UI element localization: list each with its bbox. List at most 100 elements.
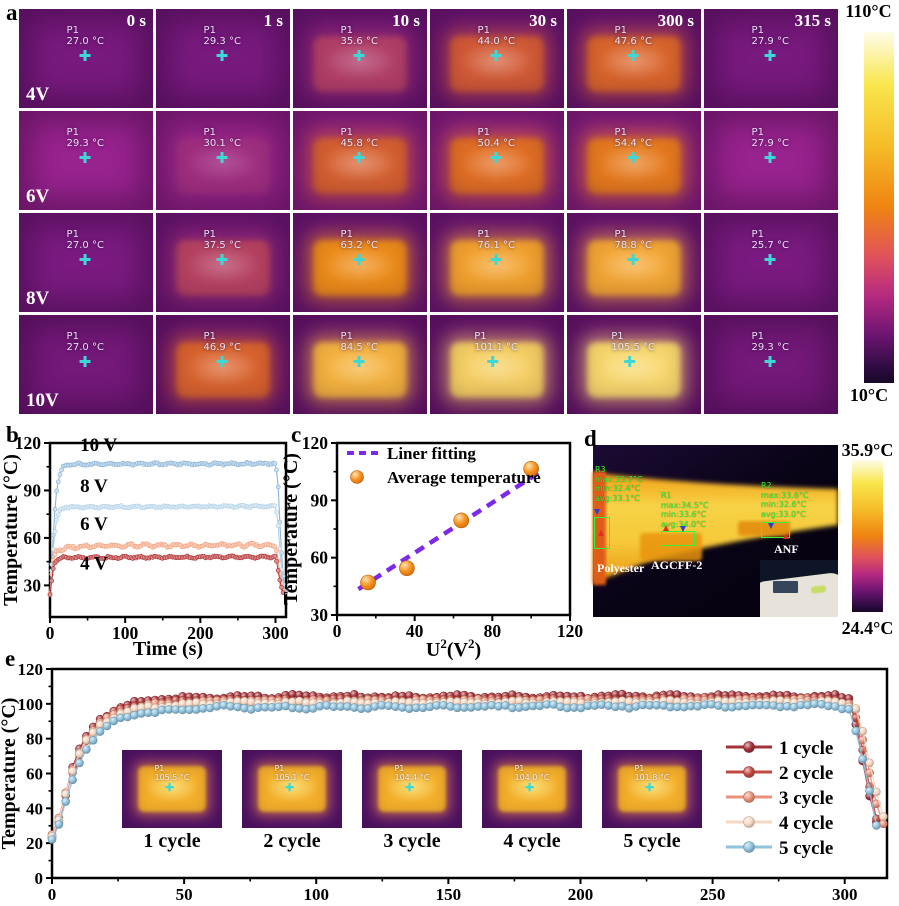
crosshair-icon xyxy=(165,783,174,792)
spot-readout: P1 27.0 °C xyxy=(67,25,104,61)
spot-temperature: 101.1 °C xyxy=(474,342,519,354)
y-tick-label: 60 xyxy=(24,528,42,548)
y-tick-label: 40 xyxy=(26,799,43,818)
spot-temperature: 46.9 °C xyxy=(203,342,241,354)
legend: 1 cycle 2 cycle 3 cycle 4 cycle 5 cycle xyxy=(726,738,833,859)
legend-label: Liner fitting xyxy=(387,444,476,463)
legend-label: Average temperature xyxy=(387,468,541,487)
x-tick-label: 300 xyxy=(832,885,858,904)
panel-d-label: d xyxy=(584,426,597,451)
x-tick-label: 250 xyxy=(700,885,726,904)
series-label: 6 V xyxy=(80,514,108,535)
heated-area xyxy=(450,35,544,93)
x-tick-label: 100 xyxy=(112,623,139,643)
spot-label: P1 xyxy=(614,228,627,240)
heated-area xyxy=(587,341,681,399)
spot-readout: P1 30.1 °C xyxy=(204,127,241,163)
region-r1-box xyxy=(661,531,695,546)
spot-label: P1 xyxy=(614,126,627,138)
heated-area xyxy=(587,35,681,93)
spot-label: P1 xyxy=(340,24,353,36)
crosshair-icon xyxy=(353,151,365,163)
x-tick-label: 80 xyxy=(484,621,502,641)
crosshair-icon xyxy=(627,253,639,265)
heated-area xyxy=(450,341,544,399)
inset-photo xyxy=(760,560,838,617)
spot-temperature: 27.0 °C xyxy=(66,36,104,48)
spot-label: P1 xyxy=(66,126,79,138)
spot-label: P1 xyxy=(751,330,764,342)
heated-area xyxy=(176,239,270,297)
crosshair-icon xyxy=(627,151,639,163)
panel-d-thermal-photo: R3 max:33.7°C min:32.4°C avg:33.1°C R1 m… xyxy=(593,445,838,617)
spot-temperature: 84.5 °C xyxy=(340,342,378,354)
spot-label: P1 xyxy=(203,24,216,36)
spot-temperature: 104.4 °C xyxy=(394,773,430,783)
spot-label: P1 xyxy=(751,228,764,240)
spot-label: P1 xyxy=(203,330,216,342)
spot-temperature: 76.1 °C xyxy=(477,240,515,252)
spot-readout: P1 27.9 °C xyxy=(752,25,789,61)
cycle-thermal-inset: P1 104.0 °C xyxy=(482,750,582,828)
colorbar-d-min-label: 24.4°C xyxy=(841,618,894,638)
spot-readout: P1 35.6 °C xyxy=(341,25,378,61)
crosshair-icon xyxy=(79,151,91,163)
x-tick-label: 300 xyxy=(262,623,289,643)
spot-readout: P1 27.0 °C xyxy=(67,331,104,367)
thermal-cell: P1 44.0 °C 30 s xyxy=(430,9,564,108)
thermal-cell: P1 105.5 °C xyxy=(567,315,701,414)
colorbar-a-min-label: 10°C xyxy=(849,385,889,405)
thermal-cell: P1 35.6 °C 10 s xyxy=(293,9,427,108)
crosshair-icon xyxy=(490,49,502,61)
heated-area xyxy=(498,766,566,812)
x-tick-label: 50 xyxy=(176,885,193,904)
thermal-cell: P1 27.0 °C 10V xyxy=(19,315,153,414)
spot-label: P1 xyxy=(203,126,216,138)
cycle-thermal-inset: P1 101.8 °C xyxy=(602,750,702,828)
spot-temperature: 105.5 °C xyxy=(611,342,656,354)
heated-area xyxy=(176,341,270,399)
min-marker-icon xyxy=(594,509,600,515)
y-tick-label: 20 xyxy=(26,834,43,853)
spot-temperature: 29.3 °C xyxy=(203,36,241,48)
crosshair-icon xyxy=(79,355,91,367)
thermal-cell: P1 29.3 °C xyxy=(704,315,838,414)
spot-readout: P1 46.9 °C xyxy=(204,331,241,367)
cycle-inset-caption: 3 cycle xyxy=(383,830,441,852)
spot-readout: P1 25.7 °C xyxy=(752,229,789,265)
crosshair-icon xyxy=(405,783,414,792)
chart-e-cycling-stability: 0 50 100 150 200 250 300 0 20 40 60 80 100 120 Tempera… xyxy=(0,660,889,904)
time-label: 1 s xyxy=(263,11,283,30)
spot-readout: P1 84.5 °C xyxy=(341,331,378,367)
thermal-cell: P1 25.7 °C xyxy=(704,213,838,312)
average-temperature-points xyxy=(360,460,539,591)
spot-readout: P1 37.5 °C xyxy=(204,229,241,265)
voltage-label: 10V xyxy=(26,390,59,411)
spot-label: P1 xyxy=(340,330,353,342)
time-label: 30 s xyxy=(529,11,557,30)
spot-temperature: 29.3 °C xyxy=(751,342,789,354)
spot-readout: P1 47.6 °C xyxy=(615,25,652,61)
sample-rectangle xyxy=(773,581,798,593)
panel-e-label: e xyxy=(5,646,16,671)
thermal-cell: P1 46.9 °C xyxy=(156,315,290,414)
axes-ticks: 0 40 80 120 30 60 90 120 xyxy=(302,433,584,641)
y-axis-title: Temperature (°C) xyxy=(0,698,20,850)
x-tick-label: 40 xyxy=(406,621,424,641)
material-label-agcff2: AGCFF-2 xyxy=(651,558,703,572)
crosshair-icon xyxy=(285,783,294,792)
spot-temperature: 27.0 °C xyxy=(66,240,104,252)
spot-temperature: 29.3 °C xyxy=(66,138,104,150)
crosshair-icon xyxy=(216,253,228,265)
spot-readout: P1 50.4 °C xyxy=(478,127,515,163)
cycle-thermal-inset: P1 105.1 °C xyxy=(242,750,342,828)
spot-label: P1 xyxy=(203,228,216,240)
spot-readout: P1 63.2 °C xyxy=(341,229,378,265)
time-label: 10 s xyxy=(392,11,420,30)
heated-area xyxy=(313,239,407,297)
cycle-thermal-inset: P1 105.5 °C xyxy=(122,750,222,828)
cycle-inset-caption: 5 cycle xyxy=(623,830,681,852)
spot-label: P1 xyxy=(477,126,490,138)
